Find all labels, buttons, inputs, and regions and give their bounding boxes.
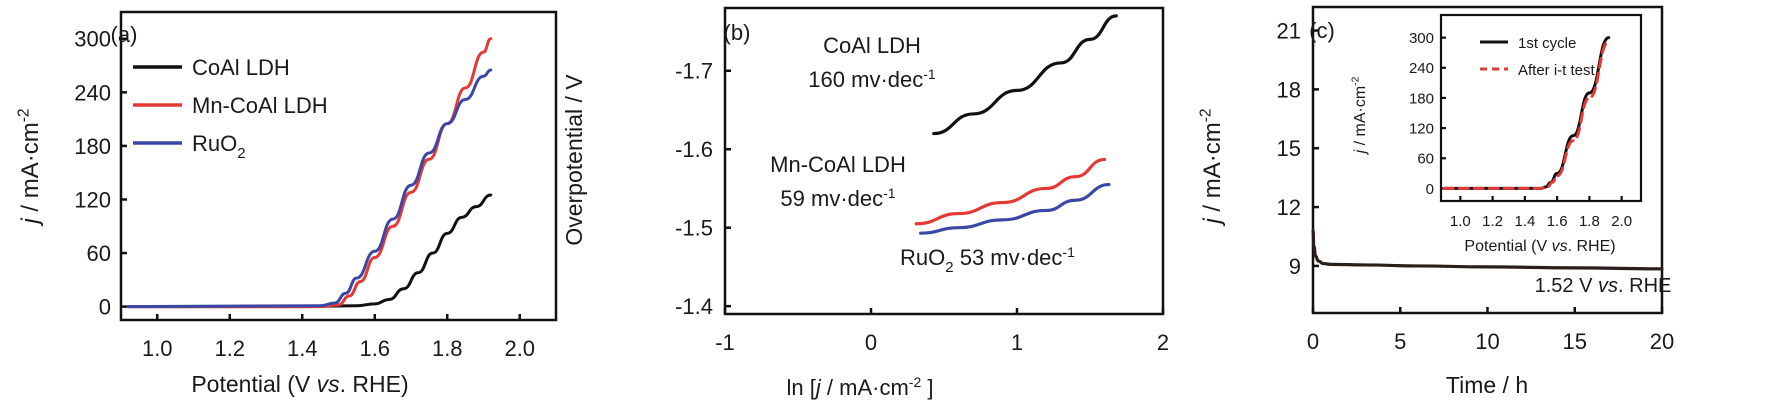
y-tick-label: 9 [1289,254,1301,279]
legend-label: RuO2 [192,131,246,162]
inset: 1.0 1.2 1.4 1.6 1.8 2.0 0 60 120 180 240 300 j / mA·… [1351,13,1643,255]
x-axis-label: ln [j / mA·cm-2 ] [787,374,934,400]
x-tick-label: 1.2 [1482,213,1503,230]
y-tick-label: 60 [1417,151,1434,168]
x-tick-label: -1 [715,330,735,355]
y-tick-label: -1.6 [675,137,713,162]
plot-frame [1439,13,1643,203]
x-tick-label: 1.2 [214,336,245,361]
y-axis-label: j / mA·cm-2 [1197,108,1226,226]
panel-label: (c) [1309,18,1335,43]
annotation-mn-coal-name: Mn-CoAl LDH [770,152,906,177]
series-line-coal-ldh [126,193,493,309]
x-tick-label: 2.0 [1611,213,1632,230]
y-tick-label: -1.4 [675,294,713,319]
y-axis-label: Overpotential / V [561,74,587,246]
x-tick-label: 5 [1394,329,1406,354]
legend: CoAl LDH Mn-CoAl LDH RuO2 [133,55,328,162]
series-line-ruo- [919,182,1111,235]
panel-c: 0 5 10 15 20 9 12 15 18 21 (c) j / mA·cm-2 Time / h 1… [1197,5,1674,398]
y-tick-label: 240 [74,80,111,105]
x-tick-label: 1.4 [287,336,318,361]
x-tick-label: 1.8 [1579,213,1600,230]
inset-y-axis-label: j / mA·cm-2 [1351,76,1369,155]
inset-legend-label: After i-t test [1518,62,1596,79]
y-tick-label: -1.7 [675,59,713,84]
y-axis-label: j / mA·cm-2 [15,108,44,226]
legend-label: CoAl LDH [192,55,290,80]
panel-b: -1 0 1 2 -1.4 -1.5 -1.6 -1.7 (b) Overpotential / … [561,6,1169,400]
y-tick-label: 12 [1277,195,1301,220]
series-line-coal-ldh [932,14,1118,136]
y-tick-label: -1.5 [675,216,713,241]
series-line-ruo- [126,68,493,309]
x-tick-label: 0 [865,330,877,355]
x-tick-label: 2.0 [504,336,535,361]
y-tick-label: 240 [1409,60,1434,77]
y-tick-label: 0 [99,295,111,320]
y-tick-label: 180 [74,134,111,159]
y-tick-label: 120 [1409,121,1434,138]
x-tick-label: 1.0 [142,336,173,361]
inset-background [1441,15,1641,201]
y-tick-label: 300 [74,27,111,52]
series-line-i-t [1311,229,1664,271]
y-tick-label: 300 [1409,30,1434,47]
y-tick-label: 21 [1277,18,1301,43]
x-tick-label: 0 [1307,329,1319,354]
x-axis-label: Potential (V vs. RHE) [191,371,408,397]
annotation-mn-coal-slope: 59 mv·dec-1 [780,185,895,211]
x-tick-label: 1.6 [1547,213,1568,230]
x-tick-label: 10 [1475,329,1499,354]
panel-a: 1.0 1.2 1.4 1.6 1.8 2.0 0 60 120 180 240 300 (a) j / … [15,10,558,397]
x-tick-label: 20 [1650,329,1674,354]
annotation-coal-name: CoAl LDH [823,33,921,58]
x-tick-label: 1.4 [1514,213,1535,230]
y-tick-label: 60 [87,241,111,266]
series-line-mn-coal-ldh [126,37,493,309]
series-line-after-i-t-test [1442,40,1611,190]
x-axis-label: Time / h [1446,372,1528,398]
annotation-ruo2: RuO2 53 mv·dec-1 [900,244,1075,276]
inset-legend-label: 1st cycle [1518,35,1576,52]
x-tick-label: 1.6 [359,336,390,361]
inset-legend: 1st cycle After i-t test [1480,35,1596,79]
y-tick-label: 180 [1409,90,1434,107]
legend-label: Mn-CoAl LDH [192,93,328,118]
potential-annotation: 1.52 V vs. RHE [1535,275,1672,297]
panel-label: (b) [724,20,751,45]
y-tick-label: 18 [1277,77,1301,102]
y-tick-label: 120 [74,187,111,212]
x-tick-label: 2 [1157,330,1169,355]
x-tick-label: 1.0 [1450,213,1471,230]
plot-frame [119,10,558,322]
x-tick-label: 15 [1563,329,1587,354]
annotation-coal-slope: 160 mv·dec-1 [808,66,936,92]
y-tick-label: 15 [1277,136,1301,161]
x-tick-label: 1 [1011,330,1023,355]
y-tick-label: 0 [1426,181,1434,198]
plot-frame [723,6,1165,316]
x-tick-label: 1.8 [432,336,463,361]
inset-x-axis-label: Potential (V vs. RHE) [1464,238,1615,255]
panel-label: (a) [111,22,138,47]
series-line-mn-coal-ldh [914,157,1107,226]
